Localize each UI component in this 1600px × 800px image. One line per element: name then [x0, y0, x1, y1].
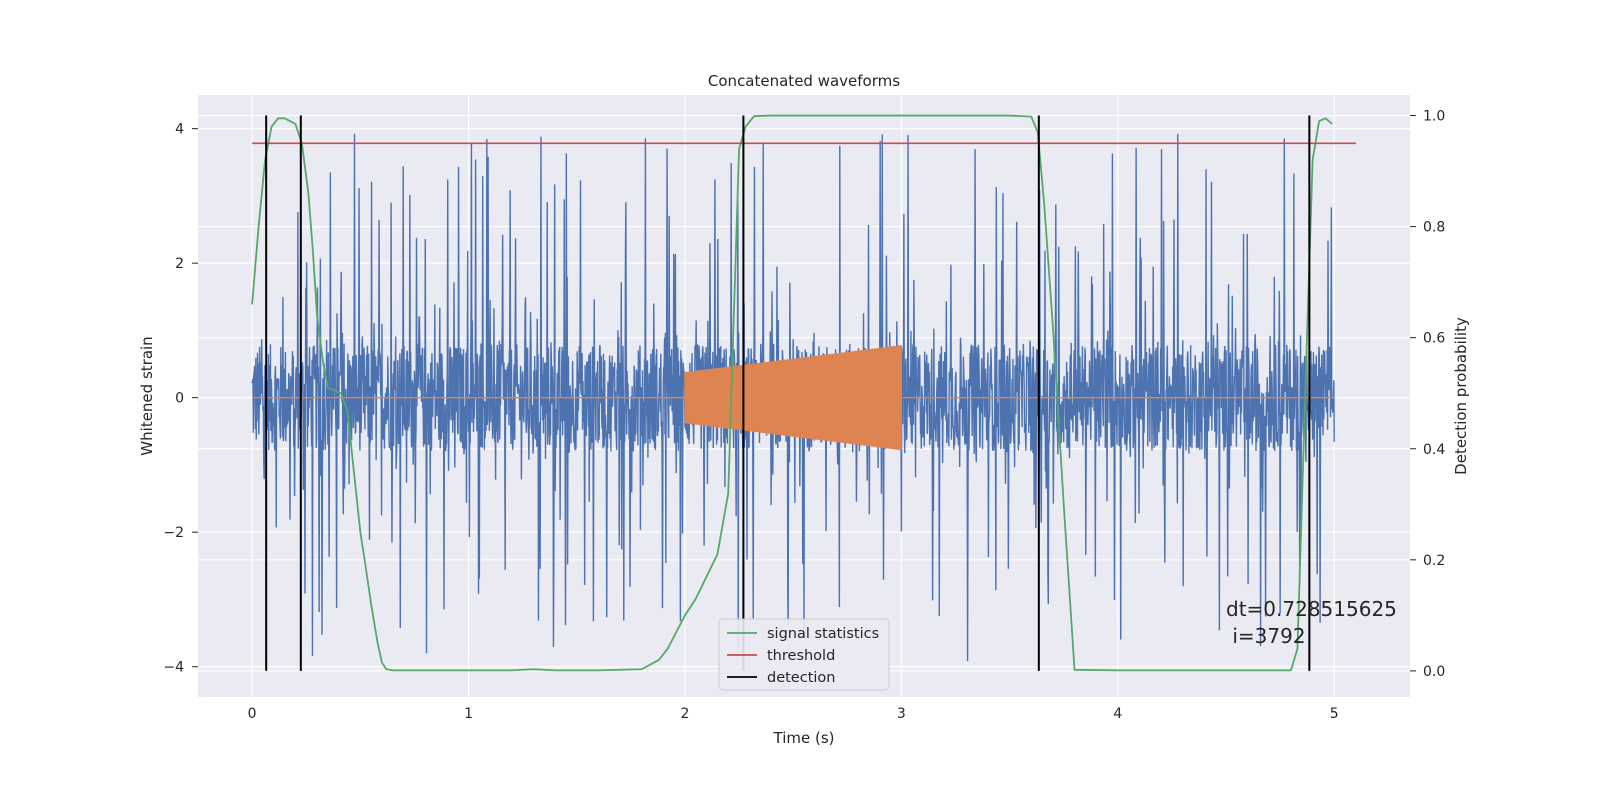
signal-statistics-line — [251, 114, 1333, 672]
y2-tick-label: 0.0 — [1423, 664, 1445, 680]
x-tick-label: 1 — [464, 706, 473, 722]
y-tick-label: −4 — [163, 660, 184, 676]
legend-box — [718, 618, 890, 691]
y-tick-label: −2 — [163, 525, 184, 541]
data-layer — [251, 114, 1356, 672]
legend-label: threshold — [767, 648, 835, 664]
y2-tick-label: 1.0 — [1423, 109, 1445, 125]
x-tick-label: 0 — [248, 706, 257, 722]
x-tick-label: 5 — [1330, 706, 1339, 722]
x-tick-label: 3 — [897, 706, 906, 722]
y2-tick-label: 0.8 — [1423, 220, 1445, 236]
injection-line — [252, 345, 1335, 451]
y2-tick-label: 0.4 — [1423, 442, 1445, 458]
strain-line — [251, 133, 1335, 662]
y2-tick-label: 0.2 — [1423, 553, 1445, 569]
legend-label: signal statistics — [767, 626, 879, 642]
ticks: 0 1 2 3 4 5 −4 −2 0 2 4 0.0 0.2 0.4 0.6 0.8 1.0 — [163, 109, 1445, 722]
y2-tick-label: 0.6 — [1423, 331, 1445, 347]
annotation-dt: dt=0.728515625 — [1226, 597, 1397, 621]
x-tick-label: 4 — [1113, 706, 1122, 722]
y-tick-label: 0 — [175, 391, 184, 407]
x-tick-label: 2 — [681, 706, 690, 722]
y-axis-label-right: Detection probability — [1452, 317, 1470, 475]
annotation-i: i=3792 — [1226, 624, 1306, 648]
x-axis-label: Time (s) — [773, 729, 835, 747]
y-tick-label: 2 — [175, 256, 184, 272]
chart-title: Concatenated waveforms — [708, 72, 900, 90]
legend-label: detection — [767, 670, 835, 686]
y-axis-label: Whitened strain — [138, 336, 156, 455]
y-tick-label: 4 — [175, 122, 184, 138]
legend: signal statistics threshold detection — [718, 618, 890, 691]
